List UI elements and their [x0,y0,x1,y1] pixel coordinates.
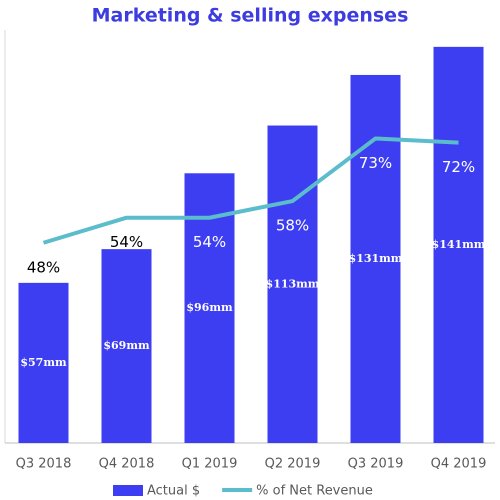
x-tick-label: Q4 2019 [431,457,487,472]
bar-value-label: $113mm [266,277,320,290]
bar-value-label: $141mm [432,238,486,251]
line [42,136,459,245]
line-value-label: 54% [193,233,226,251]
bar [350,74,401,443]
legend-label: Actual $ [147,484,200,499]
bar [101,249,152,443]
x-tick-label: Q3 2018 [16,457,72,472]
line-value-label: 72% [442,158,475,176]
bar [433,46,484,443]
bar-value-label: $57mm [20,356,67,369]
legend-swatch [113,485,143,496]
line-value-label: 73% [359,154,392,172]
x-tick-label: Q1 2019 [182,457,238,472]
chart-title: Marketing & selling expenses [92,5,409,27]
bar [18,282,69,443]
line-value-label: 58% [276,217,309,235]
bar-value-label: $96mm [186,301,233,314]
line-value-label: 54% [110,233,143,251]
bar-value-label: $131mm [349,252,403,265]
x-tick-label: Q4 2018 [99,457,155,472]
bar-value-label: $69mm [103,339,150,352]
legend-label: % of Net Revenue [256,484,373,499]
bar [267,125,318,444]
x-tick-label: Q2 2019 [265,457,321,472]
x-tick-label: Q3 2019 [348,457,404,472]
line-value-label: 48% [27,258,60,276]
